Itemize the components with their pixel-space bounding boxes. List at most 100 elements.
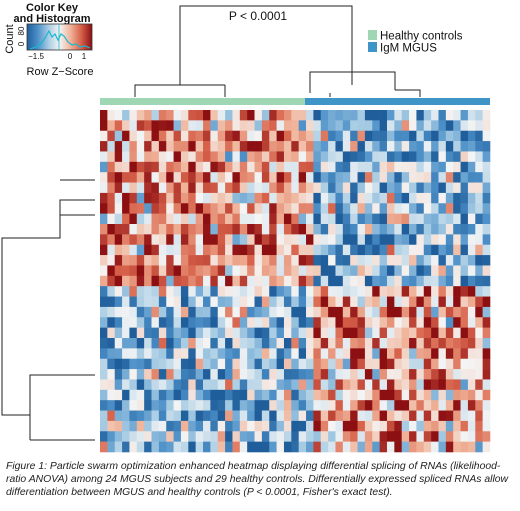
heatmap-cell xyxy=(180,120,189,132)
heatmap-cell xyxy=(350,203,358,214)
heatmap-cell xyxy=(328,358,336,370)
heatmap-cell xyxy=(431,348,439,360)
heatmap-cell xyxy=(482,296,491,308)
heatmap-cell xyxy=(254,172,263,183)
heatmap-cell xyxy=(401,441,410,453)
heatmap-cell xyxy=(409,151,417,163)
heatmap-cell xyxy=(467,110,476,121)
heatmap-cell xyxy=(283,172,292,183)
heatmap-cell xyxy=(350,286,358,297)
heatmap-cell xyxy=(467,420,476,432)
heatmap-cell xyxy=(350,224,358,235)
heatmap-cell xyxy=(328,110,336,121)
heatmap-cell xyxy=(261,192,270,204)
heatmap-cell xyxy=(195,192,204,204)
heatmap-cell xyxy=(283,296,292,308)
heatmap-cell xyxy=(217,265,226,277)
heatmap-cell xyxy=(350,244,358,256)
heatmap-cell xyxy=(114,141,123,152)
heatmap-cell xyxy=(283,369,292,380)
heatmap-cell xyxy=(445,234,454,246)
heatmap-cell xyxy=(203,306,211,318)
heatmap-cell xyxy=(423,431,432,442)
heatmap-cell xyxy=(225,130,233,142)
heatmap-cell xyxy=(217,306,226,318)
heatmap-cell xyxy=(298,224,307,235)
heatmap-cell xyxy=(482,306,491,318)
heatmap-cell xyxy=(180,110,189,121)
heatmap-cell xyxy=(203,234,211,246)
heatmap-cell xyxy=(350,182,358,194)
heatmap-cell xyxy=(166,192,174,204)
heatmap-cell xyxy=(232,265,241,277)
heatmap-cell xyxy=(409,192,417,204)
heatmap-cell xyxy=(364,244,373,256)
heatmap-cell xyxy=(291,338,299,349)
heatmap-cell xyxy=(232,410,241,422)
heatmap-cell xyxy=(423,255,432,266)
heatmap-cell xyxy=(114,358,123,370)
heatmap-cell xyxy=(232,317,241,328)
heatmap-cell xyxy=(320,420,329,432)
heatmap-cell xyxy=(195,275,204,287)
heatmap-cell xyxy=(372,161,380,173)
heatmap-cell xyxy=(320,224,329,235)
heatmap-cell xyxy=(423,306,432,318)
heatmap-cell xyxy=(357,172,366,183)
heatmap-cell xyxy=(313,286,322,297)
heatmap-cell xyxy=(357,358,366,370)
heatmap-cell xyxy=(313,379,322,391)
heatmap-cell xyxy=(335,286,344,297)
heatmap-cell xyxy=(467,255,476,266)
heatmap-cell xyxy=(445,224,454,235)
heatmap-cell xyxy=(401,130,410,142)
heatmap-cell xyxy=(320,317,329,328)
heatmap-cell xyxy=(423,182,432,194)
heatmap-cell xyxy=(173,275,182,287)
heatmap-cell xyxy=(217,369,226,380)
heatmap-cell xyxy=(475,141,483,152)
heatmap-cell xyxy=(364,348,373,360)
heatmap-cell xyxy=(386,389,395,401)
heatmap-cell xyxy=(114,306,123,318)
heatmap-cell xyxy=(239,441,248,453)
heatmap-cell xyxy=(144,141,152,152)
heatmap-cell xyxy=(151,441,160,453)
heatmap-cell xyxy=(247,286,255,297)
heatmap-cell xyxy=(453,172,461,183)
heatmap-cell xyxy=(335,203,344,214)
heatmap-cell xyxy=(364,120,373,132)
heatmap-cell xyxy=(379,234,388,246)
heatmap-cell xyxy=(467,441,476,453)
heatmap-cell xyxy=(188,358,196,370)
heatmap-cell xyxy=(467,275,476,287)
heatmap-cell xyxy=(416,234,425,246)
heatmap-cell xyxy=(122,213,130,225)
heatmap-cell xyxy=(350,213,358,225)
heatmap-cell xyxy=(431,379,439,391)
heatmap-cell xyxy=(475,255,483,266)
heatmap-cell xyxy=(482,348,491,360)
heatmap-cell xyxy=(254,420,263,432)
heatmap-cell xyxy=(269,348,277,360)
heatmap-cell xyxy=(372,234,380,246)
heatmap-cell xyxy=(482,151,491,163)
heatmap-cell xyxy=(100,410,108,422)
heatmap-cell xyxy=(401,151,410,163)
heatmap-cell xyxy=(254,203,263,214)
heatmap-cell xyxy=(217,244,226,256)
heatmap-cell xyxy=(203,244,211,256)
heatmap-cell xyxy=(409,275,417,287)
heatmap-cell xyxy=(298,161,307,173)
heatmap-cell xyxy=(313,203,322,214)
heatmap-cell xyxy=(100,379,108,391)
heatmap-cell xyxy=(107,338,116,349)
heatmap-cell xyxy=(423,348,432,360)
heatmap-cell xyxy=(409,389,417,401)
heatmap-cell xyxy=(482,431,491,442)
heatmap-cell xyxy=(409,234,417,246)
heatmap-cell xyxy=(217,192,226,204)
heatmap-cell xyxy=(445,192,454,204)
heatmap-cell xyxy=(269,338,277,349)
heatmap-cell xyxy=(467,431,476,442)
